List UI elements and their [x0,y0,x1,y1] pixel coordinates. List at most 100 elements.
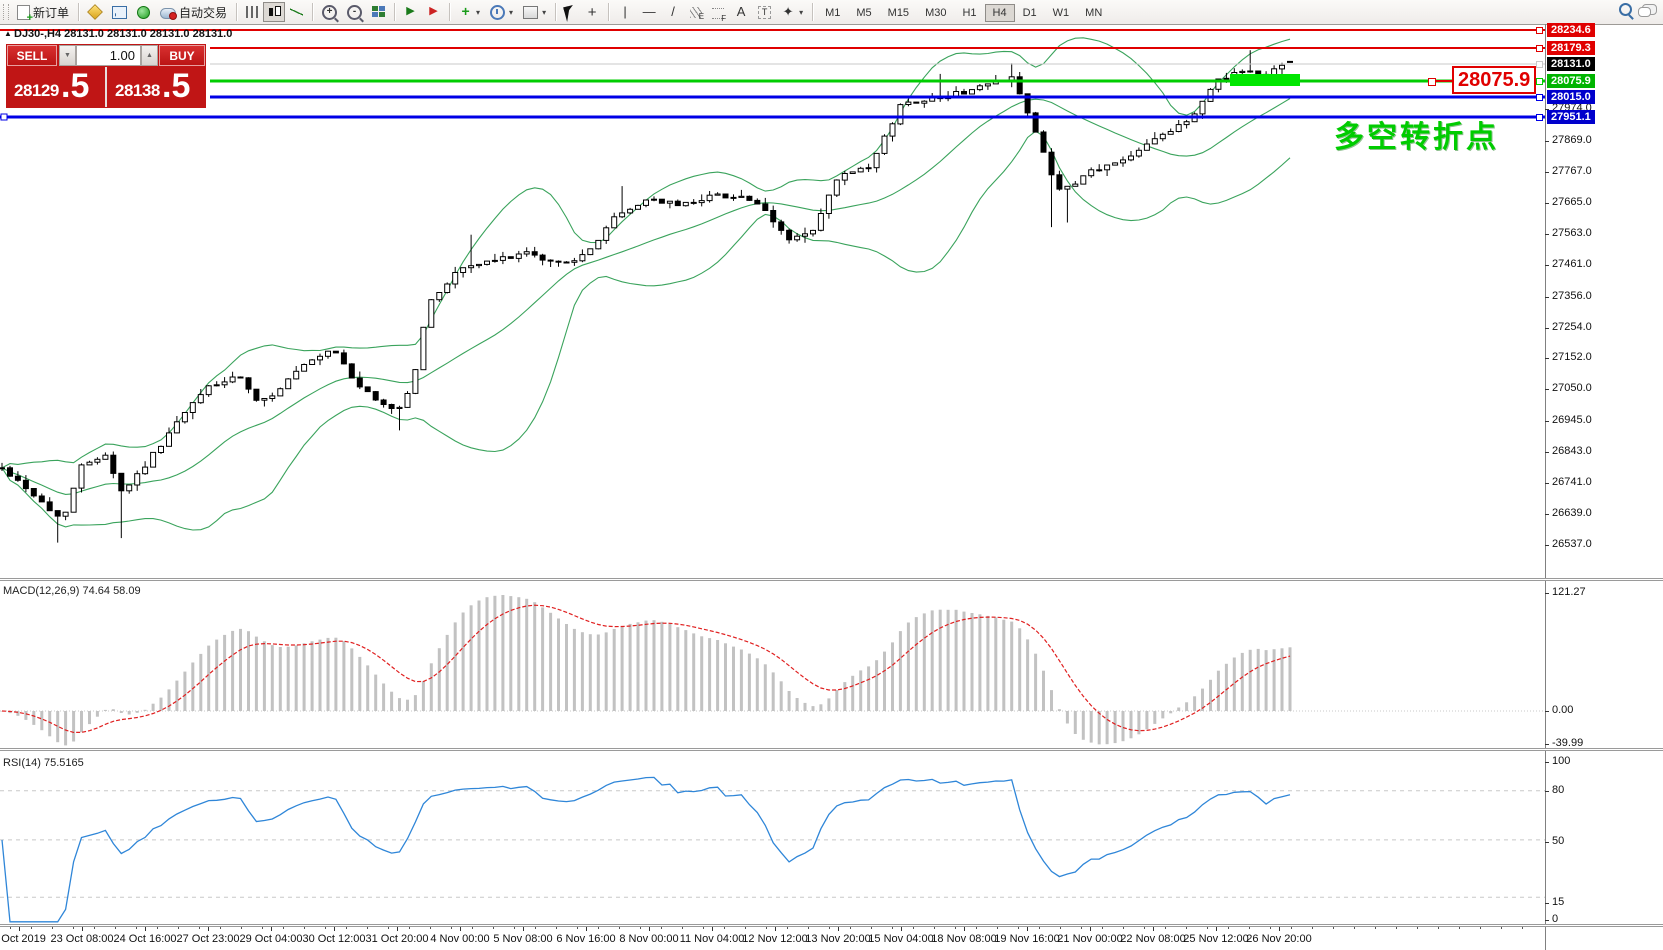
text-button[interactable]: A [729,2,753,22]
time-minor-tick [1354,926,1355,929]
pane-separator[interactable] [0,748,1663,751]
one-click-trading-panel: SELL ▼ 1.00 ▲ BUY 28129 .5 28138 .5 [6,44,206,108]
periods-button[interactable]: ▾ [485,2,518,22]
crosshair-button[interactable]: + [580,2,604,22]
time-axis-label: 25 Nov 12:00 [1183,933,1249,945]
line-end-marker [1536,27,1543,34]
fibonacci-button[interactable] [707,2,729,23]
time-minor-tick [1249,926,1250,929]
timeframe-m5[interactable]: M5 [856,7,872,19]
new-order-button[interactable]: 新订单 [12,2,74,24]
time-minor-tick [31,926,32,929]
green-rectangle-annotation[interactable] [1230,74,1300,86]
pane-separator[interactable] [0,578,1663,581]
one-click-toggle-icon[interactable]: ▲ [4,29,12,38]
time-minor-tick [451,926,452,929]
signals-button[interactable] [132,2,155,22]
timeframe-mn[interactable]: MN [1085,7,1103,19]
time-minor-tick [829,926,830,929]
axis-tick [1545,327,1549,329]
candlestick-chart-button[interactable] [263,2,286,22]
timeframe-m15[interactable]: M15 [887,7,910,19]
equidistant-channel-button[interactable] [685,2,707,22]
time-minor-tick [10,926,11,929]
timeframe-h1[interactable]: H1 [962,7,977,19]
time-minor-tick [577,926,578,929]
zoom-in-button[interactable]: + [317,2,342,22]
axis-tick [1545,744,1549,745]
indicators-button[interactable]: + ▾ [454,2,485,22]
time-minor-tick [136,926,137,929]
autotrading-button[interactable]: 自动交易 [155,2,232,22]
trendline-button[interactable]: / [661,2,685,22]
cursor-button[interactable] [560,2,580,22]
fibonacci-icon [712,7,726,23]
axis-tick [1545,452,1549,454]
rsi-pane[interactable] [0,751,1545,926]
line-end-marker [1536,61,1543,68]
price-callout-label[interactable]: 28075.9 [1452,66,1537,94]
time-major-tick [397,926,398,931]
tile-windows-button[interactable] [367,2,390,22]
timeframe-h4[interactable]: H4 [984,4,1015,22]
time-minor-tick [934,926,935,929]
volume-up-button[interactable]: ▲ [141,45,158,66]
price-line-tag[interactable]: 28075.9 [1547,74,1595,88]
time-axis-label: 15 Nov 04:00 [868,933,934,945]
auto-scroll-button[interactable]: ▶ [399,2,422,22]
zoom-out-button[interactable]: - [342,2,367,22]
bar-chart-button[interactable] [241,2,263,22]
volume-input[interactable]: 1.00 [76,45,141,66]
crosshair-icon: + [587,3,597,21]
templates-button[interactable]: ▾ [518,2,551,22]
timeframe-m30[interactable]: M30 [925,7,947,19]
macd-pane[interactable] [0,581,1545,748]
buy-button[interactable]: BUY [159,45,205,66]
time-axis-label: 6 Nov 16:00 [556,933,616,945]
chat-icon[interactable] [1638,4,1657,17]
search-icon[interactable] [1619,3,1632,16]
signal-icon [137,5,151,19]
sell-price[interactable]: 28129 .5 [6,66,105,108]
timeframe-m1[interactable]: M1 [825,7,841,19]
timeframe-w1[interactable]: W1 [1052,7,1070,19]
time-minor-tick [1165,926,1166,929]
price-line-tag[interactable]: 28015.0 [1547,90,1595,104]
axis-tick-label: 26639.0 [1552,507,1592,520]
time-minor-tick [1480,926,1481,929]
time-axis-label: 27 Oct 23:00 [176,933,240,945]
zoom-out-icon: - [347,4,363,20]
cursor-icon [563,4,577,22]
main-chart[interactable] [0,24,1545,578]
price-line-tag[interactable]: 28179.3 [1547,41,1595,55]
sell-button[interactable]: SELL [7,45,57,66]
axis-tick [1545,358,1549,360]
new-chart-button[interactable] [107,2,132,22]
toolbar-grip[interactable] [3,4,9,20]
vertical-line-button[interactable]: | [613,2,637,22]
price-line-tag[interactable]: 28131.0 [1547,57,1595,71]
time-major-tick [901,926,902,931]
price-line-tag[interactable]: 27951.1 [1547,110,1595,124]
time-axis-label: 29 Oct 04:00 [239,933,303,945]
time-minor-tick [94,926,95,929]
time-axis-label: 22 Nov 08:00 [1120,933,1186,945]
arrows-button[interactable]: ✦ ▾ [776,2,808,22]
time-major-tick [523,926,524,931]
time-major-tick [1027,926,1028,931]
toolbar-separator [394,3,396,21]
time-major-tick [334,926,335,931]
horizontal-line-button[interactable]: — [637,2,661,22]
buy-price[interactable]: 28138 .5 [107,66,206,108]
timeframe-d1[interactable]: D1 [1022,7,1037,19]
text-label-button[interactable]: T [753,2,776,22]
price-line-tag[interactable]: 28234.6 [1547,23,1595,37]
turning-point-text[interactable]: 多空转折点 [1334,121,1499,154]
rsi-name: RSI(14) [3,757,41,769]
volume-down-button[interactable]: ▼ [59,45,76,66]
chart-shift-button[interactable]: ▶ [422,2,445,22]
market-watch-button[interactable] [83,2,107,22]
time-minor-tick [115,926,116,929]
line-chart-button[interactable] [285,2,308,22]
